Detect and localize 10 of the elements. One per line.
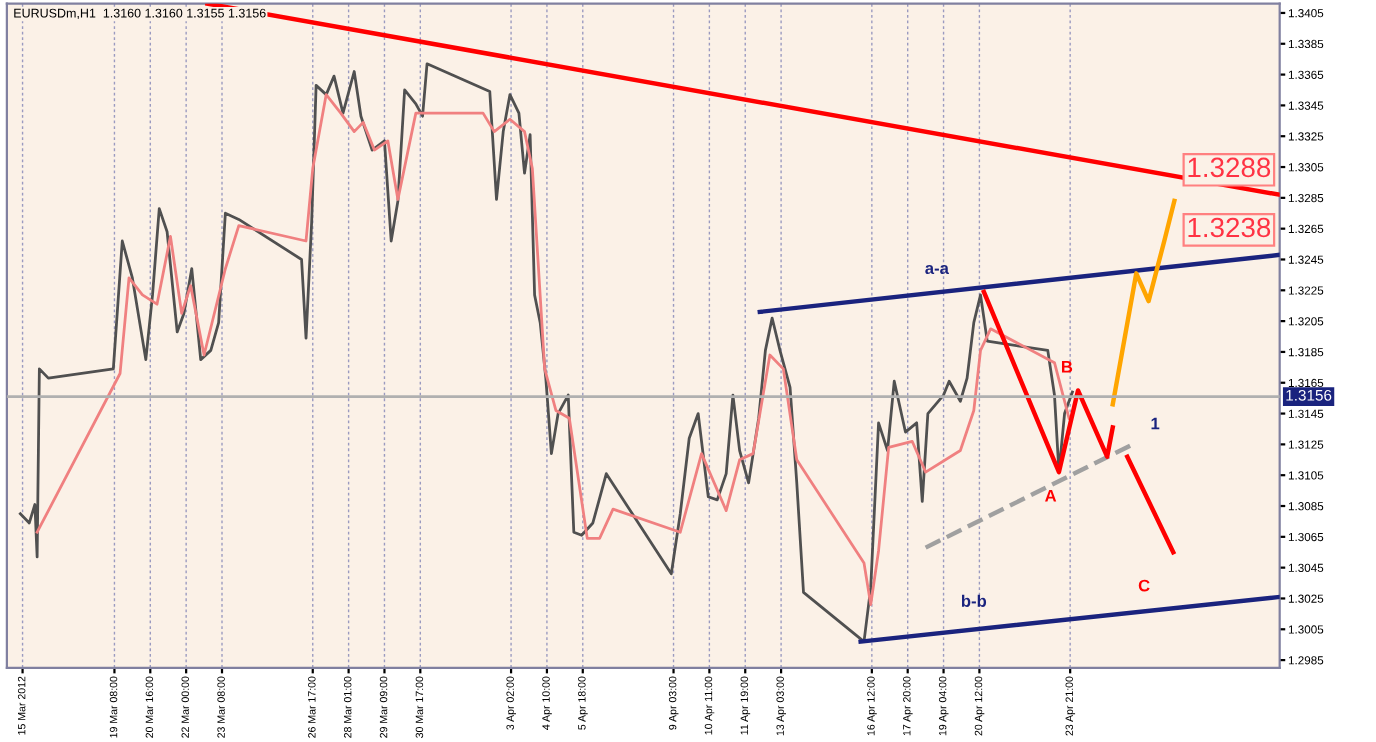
- annotation: B: [1061, 361, 1073, 373]
- annotation: C: [1138, 579, 1150, 592]
- annotation: 1.3288: [1188, 157, 1271, 178]
- annotation: b-b: [961, 594, 987, 607]
- annotation: A: [1045, 489, 1057, 502]
- line-series: [1110, 198, 1177, 407]
- line-series: [981, 289, 1115, 475]
- annotation: 1: [1151, 417, 1160, 430]
- annotation: 1.3238: [1188, 217, 1271, 238]
- annotation: a-a: [925, 264, 949, 275]
